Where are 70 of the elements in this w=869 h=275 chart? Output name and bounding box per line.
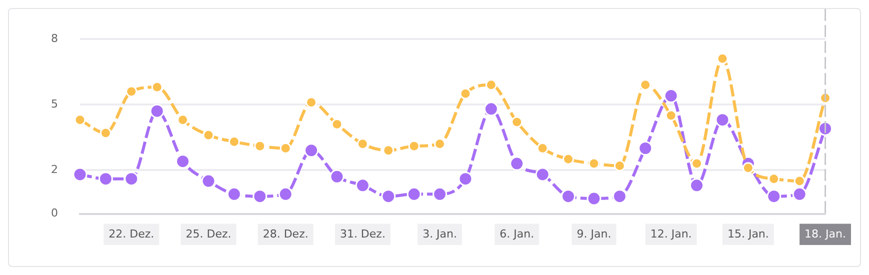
point: [177, 114, 189, 126]
point: [151, 81, 163, 93]
point: [100, 127, 112, 139]
point: [716, 52, 728, 64]
point: [304, 143, 319, 158]
point: [254, 140, 266, 152]
point: [126, 86, 138, 98]
point: [510, 156, 524, 171]
point: [715, 112, 730, 128]
point: [588, 158, 600, 170]
point: [306, 96, 318, 108]
point: [330, 169, 344, 184]
point: [176, 154, 190, 169]
y-tick-label: 5: [51, 97, 58, 110]
point: [72, 167, 88, 182]
point: [98, 172, 113, 186]
point: [586, 191, 602, 206]
point: [562, 153, 574, 165]
point: [792, 186, 807, 202]
x-tick-label: 28. Dez.: [262, 227, 308, 240]
point: [74, 114, 86, 126]
x-tick-label: 9. Jan.: [576, 227, 612, 240]
point: [768, 173, 780, 185]
point: [382, 144, 394, 156]
point: [150, 104, 164, 118]
y-tick-label: 8: [51, 32, 58, 45]
point: [432, 186, 448, 202]
point: [202, 129, 214, 141]
y-tick-label: 2: [51, 162, 58, 176]
x-tick-label: 31. Dez.: [340, 227, 386, 240]
point: [485, 79, 497, 91]
x-tick-label: 15. Jan.: [727, 227, 769, 240]
point: [536, 142, 548, 154]
point: [406, 186, 422, 202]
x-tick-label: 22. Dez.: [108, 227, 154, 240]
x-tick-label: 25. Dez.: [186, 227, 232, 240]
point: [612, 189, 627, 204]
point: [331, 118, 343, 130]
x-tick-label: 18. Jan.: [804, 227, 846, 240]
point: [690, 178, 704, 193]
point: [484, 102, 498, 116]
point: [535, 167, 550, 182]
x-tick-label: 6. Jan.: [500, 227, 534, 240]
point: [434, 138, 446, 150]
point: [638, 141, 653, 156]
point: [766, 189, 782, 204]
point: [640, 79, 652, 91]
point: [252, 189, 268, 204]
point: [794, 175, 806, 187]
point: [408, 140, 420, 152]
x-tick-label: 3. Jan.: [422, 227, 458, 240]
point: [278, 186, 293, 202]
point: [226, 186, 242, 202]
point: [511, 116, 523, 128]
point: [356, 138, 368, 150]
point: [561, 189, 576, 204]
point: [355, 178, 370, 193]
point: [742, 162, 754, 174]
point: [460, 88, 472, 100]
point: [614, 160, 626, 172]
y-tick-label: 0: [51, 206, 58, 220]
x-tick-label: 12. Jan.: [650, 227, 692, 240]
point: [664, 88, 678, 104]
point: [280, 142, 292, 154]
point: [691, 158, 703, 170]
point: [665, 110, 677, 122]
point: [201, 174, 216, 188]
point: [381, 189, 396, 204]
point: [124, 172, 139, 186]
point: [458, 172, 473, 186]
